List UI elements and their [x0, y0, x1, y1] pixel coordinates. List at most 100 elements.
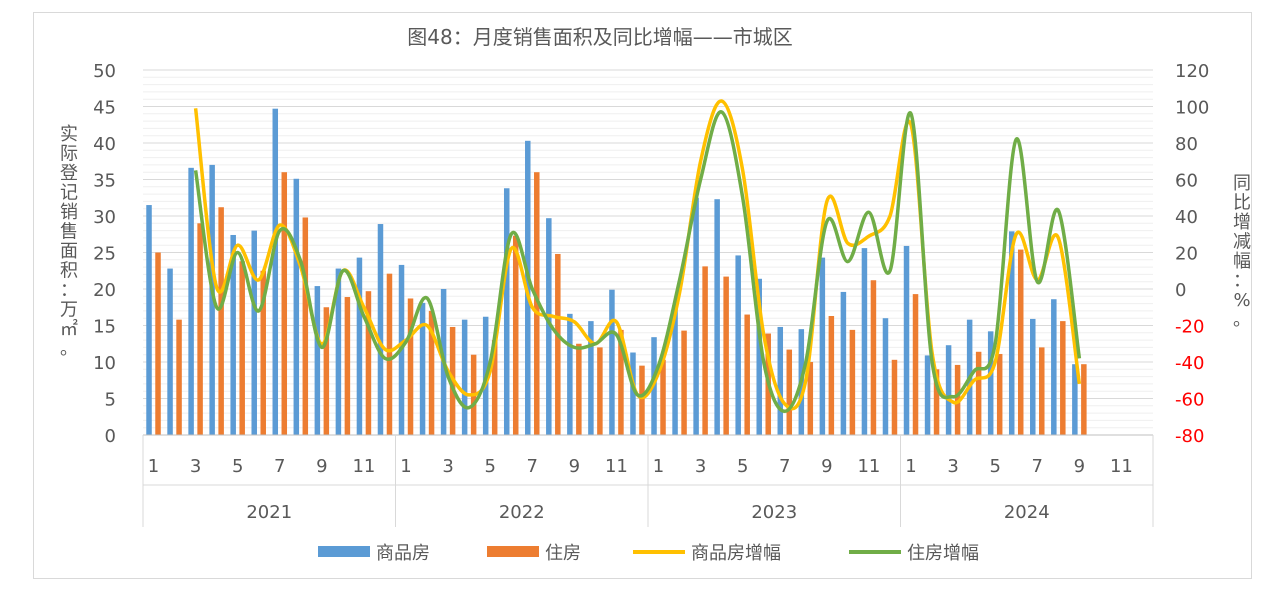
bar-residential: [681, 330, 687, 435]
bar-commercial: [756, 278, 762, 435]
bar-residential: [996, 353, 1003, 435]
right-axis-label-char: 减: [1233, 232, 1251, 253]
bar-residential: [639, 365, 645, 435]
month-tick-label: 3: [190, 456, 201, 477]
chart-title: 图48：月度销售面积及同比增幅——市城区: [407, 25, 792, 49]
bar-commercial: [461, 319, 468, 435]
month-tick-label: 3: [947, 456, 958, 477]
bar-commercial: [1008, 231, 1015, 435]
bar-residential: [1039, 347, 1045, 435]
left-tick-label: 15: [93, 317, 116, 338]
bar-commercial: [251, 230, 257, 435]
right-axis-label-char: 比: [1233, 193, 1251, 214]
bar-residential: [744, 314, 750, 435]
bar-commercial: [924, 355, 931, 435]
bar-residential: [197, 223, 203, 435]
bar-commercial: [293, 178, 300, 435]
bar-residential: [723, 276, 729, 435]
bar-commercial: [1051, 299, 1057, 435]
legend-label: 商品房: [376, 543, 430, 564]
right-tick-label: 40: [1175, 207, 1198, 228]
left-axis-label-char: 面: [60, 241, 78, 262]
bar-commercial: [209, 164, 215, 435]
right-tick-label: 100: [1175, 98, 1209, 119]
month-tick-label: 7: [779, 456, 790, 477]
left-tick-label: 10: [93, 353, 116, 374]
bar-residential: [428, 310, 435, 435]
bar-residential: [1017, 249, 1024, 435]
month-tick-label: 5: [484, 456, 495, 477]
bar-residential: [870, 280, 877, 435]
left-tick-label: 0: [105, 426, 116, 447]
bar-commercial: [377, 224, 384, 435]
bar-commercial: [1072, 364, 1078, 435]
bar-commercial: [146, 205, 152, 435]
bar-residential: [155, 252, 161, 435]
month-tick-label: 5: [737, 456, 748, 477]
bar-commercial: [714, 199, 720, 435]
right-tick-label: 20: [1175, 244, 1198, 265]
bar-residential: [933, 369, 940, 435]
bar-residential: [1081, 364, 1087, 435]
year-label: 2024: [1004, 502, 1050, 523]
bar-commercial: [314, 286, 321, 435]
bar-commercial: [503, 188, 510, 435]
left-axis-label-char: 销: [60, 202, 78, 223]
bar-residential: [912, 294, 919, 435]
month-tick-label: 1: [400, 456, 411, 477]
bar-commercial: [272, 108, 279, 435]
bar-residential: [891, 359, 898, 435]
bar-commercial: [861, 248, 868, 435]
bar-residential: [218, 207, 224, 435]
month-tick-label: 7: [1032, 456, 1043, 477]
left-axis-label-char: 实: [60, 124, 78, 145]
bar-residential: [975, 351, 982, 435]
month-tick-label: 7: [274, 456, 285, 477]
bar-commercial: [588, 321, 594, 435]
left-axis-label-char: 记: [60, 183, 78, 204]
left-axis-label-char: ：: [60, 280, 78, 301]
month-tick-label: 5: [989, 456, 1000, 477]
left-tick-label: 5: [105, 390, 116, 411]
bar-commercial: [335, 268, 342, 435]
bar-commercial: [987, 331, 994, 435]
left-tick-label: 40: [93, 134, 116, 155]
bar-residential: [302, 217, 309, 435]
legend-swatch: [318, 546, 370, 557]
bar-commercial: [882, 318, 889, 435]
bar-residential: [323, 307, 330, 435]
right-tick-label: -80: [1175, 426, 1204, 447]
bar-residential: [491, 340, 498, 435]
right-axis-label-char: 同: [1233, 173, 1251, 194]
bar-residential: [534, 172, 540, 435]
year-label: 2021: [246, 502, 292, 523]
right-tick-label: -60: [1175, 390, 1204, 411]
left-axis-label-char: ㎡: [60, 318, 78, 340]
legend-swatch: [487, 546, 539, 557]
bar-residential: [365, 291, 372, 435]
bar-residential: [849, 329, 856, 435]
bar-residential: [786, 349, 793, 435]
month-tick-label: 11: [857, 456, 880, 477]
left-tick-label: 20: [93, 280, 116, 301]
right-tick-label: -40: [1175, 353, 1204, 374]
month-tick-label: 1: [148, 456, 159, 477]
bar-commercial: [609, 289, 615, 435]
month-tick-label: 9: [1074, 456, 1085, 477]
right-axis-label-char: 幅: [1233, 251, 1251, 272]
legend-label: 商品房增幅: [691, 543, 781, 564]
month-tick-label: 5: [232, 456, 243, 477]
bar-residential: [512, 235, 519, 435]
left-axis-label-char: 登: [60, 163, 78, 184]
bar-residential: [176, 319, 182, 435]
bar-commercial: [1030, 318, 1036, 435]
month-tick-label: 11: [352, 456, 375, 477]
bar-commercial: [903, 245, 910, 435]
bar-residential: [555, 253, 561, 435]
month-tick-label: 9: [821, 456, 832, 477]
right-tick-label: 80: [1175, 134, 1198, 155]
bar-residential: [807, 362, 814, 435]
bar-residential: [239, 261, 245, 435]
bar-commercial: [567, 313, 573, 435]
